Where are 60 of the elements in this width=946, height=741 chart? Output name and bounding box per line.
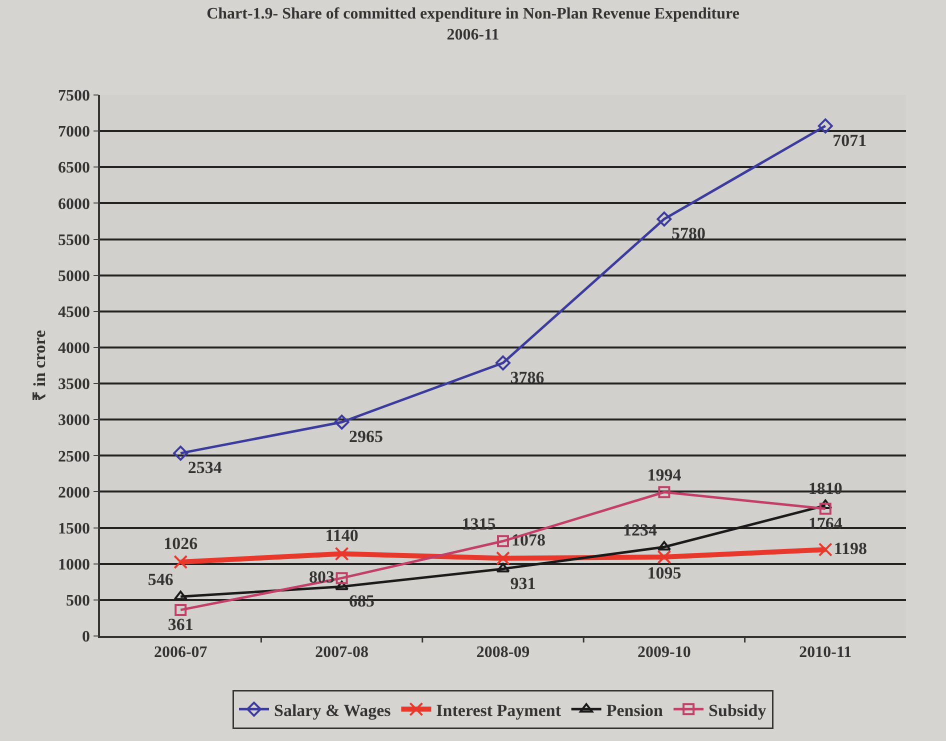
point [818,118,833,134]
point [174,590,188,600]
chart-title: Chart-1.9- Share of committed expenditure in Non-Plan Revenue Expenditure 2006-11 [206,6,740,44]
legend-label: Subsidy [708,700,767,720]
y-tick-label: 7500 [58,88,90,105]
data-label: 3786 [510,368,544,387]
data-label: 1140 [325,526,358,546]
x-tick-label: 2008-09 [476,644,530,661]
point [174,554,188,569]
y-tick-label: 6500 [58,160,90,177]
point [336,572,348,584]
x-tick-label: 2009-10 [638,644,691,661]
data-label: 2965 [349,427,384,446]
y-tick-label: 3500 [58,376,90,394]
point [657,540,671,550]
point [657,550,672,564]
point [656,212,672,227]
y-tick-label: 2000 [58,484,90,502]
data-label: 361 [168,614,194,634]
data-label: 7071 [832,130,867,150]
point [496,551,510,566]
y-tick-label: 4000 [58,340,90,358]
y-tick-label: 7000 [58,124,90,141]
y-tick-label: 5500 [58,232,90,249]
point [818,542,832,557]
y-tick-label: 500 [66,592,90,610]
legend-label: Interest Payment [436,700,562,720]
y-tick-label: 1000 [58,556,90,574]
point [819,502,832,515]
point [173,446,188,461]
y-axis-title: ₹ in crore [30,330,50,401]
data-label: 1994 [647,466,682,485]
point [658,486,670,498]
data-label: 2534 [188,458,222,478]
data-label: 546 [148,570,174,590]
legend-label: Pension [606,700,664,720]
data-label: 931 [510,574,536,593]
data-label: 1198 [834,538,867,558]
data-label: 803 [309,567,335,586]
point [334,546,349,561]
y-tick-label: 5000 [58,268,90,285]
point [174,604,187,616]
x-tick-label: 2010-11 [799,644,852,661]
point [497,535,509,548]
x-tick-label: 2007-08 [315,644,368,661]
y-tick-label: 3000 [58,412,90,430]
point [496,562,510,572]
x-tick-label: 2006-07 [154,644,208,661]
y-tick-label: 1500 [58,520,90,538]
y-tick-label: 2500 [58,448,90,466]
data-label: 1095 [647,563,682,582]
y-tick-label: 0 [82,628,90,646]
point [335,580,349,590]
point [496,355,510,370]
y-tick-label: 6000 [58,196,90,213]
point [334,414,350,430]
data-label: 5780 [671,224,706,244]
legend-label: Salary & Wages [274,700,392,720]
y-tick-label: 4500 [58,304,90,321]
data-label: 1026 [164,534,198,554]
